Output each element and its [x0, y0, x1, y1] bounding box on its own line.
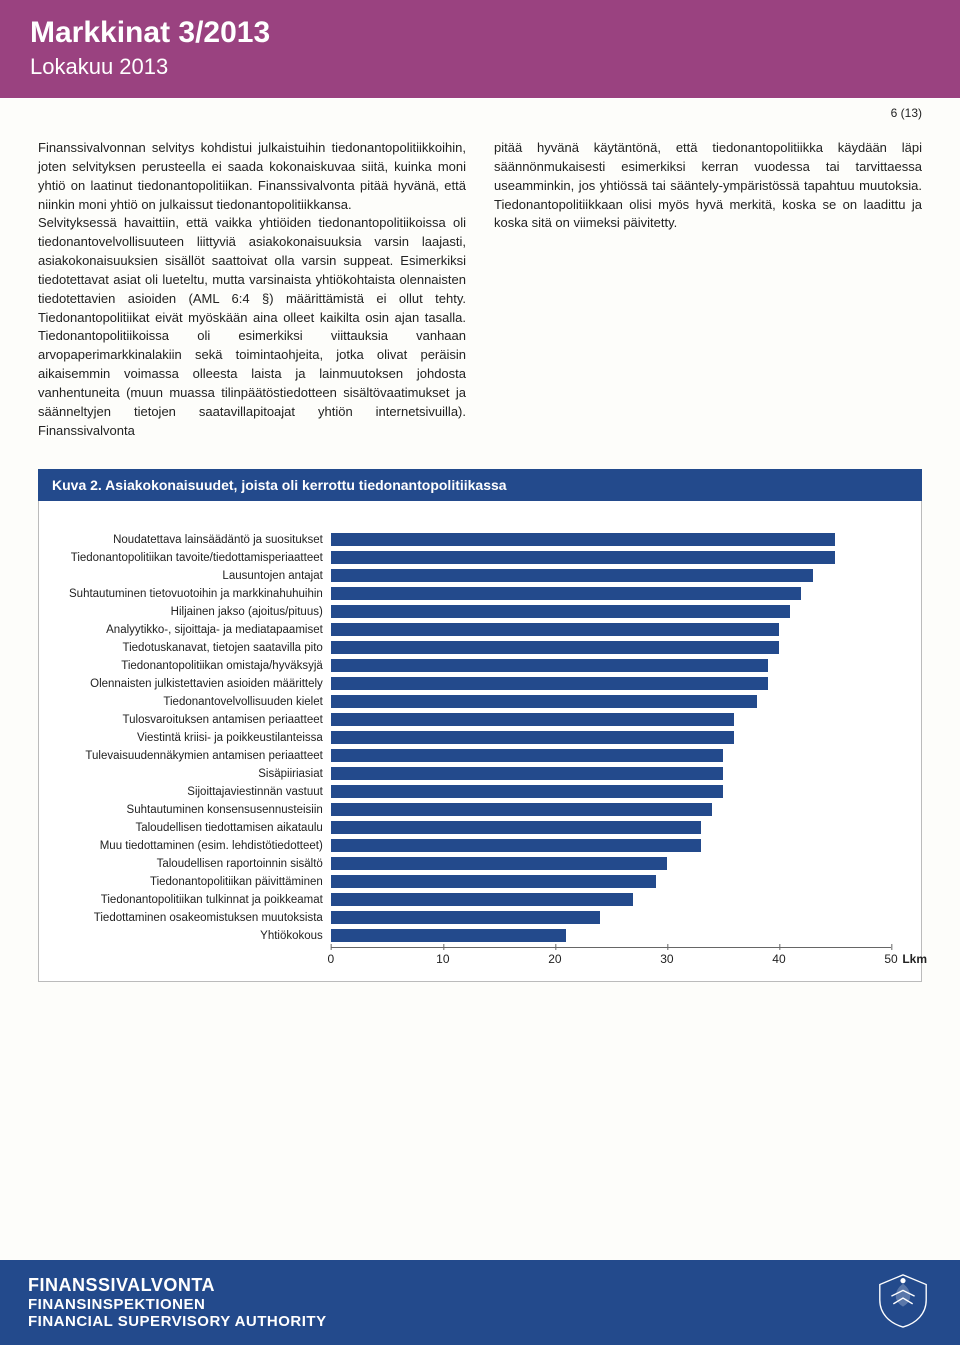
chart-bar-row [331, 657, 891, 675]
chart-category-label: Suhtautuminen tietovuotoihin ja markkina… [69, 585, 323, 603]
chart-bar [331, 893, 634, 906]
chart-category-label: Tiedonantopolitiikan tavoite/tiedottamis… [69, 549, 323, 567]
chart-bar [331, 677, 768, 690]
x-axis-tick: 0 [327, 952, 334, 966]
chart-category-label: Taloudellisen raportoinnin sisältö [69, 855, 323, 873]
body-columns: Finanssivalvonnan selvitys kohdistui jul… [0, 99, 960, 441]
chart-category-label: Lausuntojen antajat [69, 567, 323, 585]
chart-category-label: Tiedotuskanavat, tietojen saatavilla pit… [69, 639, 323, 657]
x-axis-tick: 30 [660, 952, 673, 966]
chart-category-label: Sisäpiiriasiat [69, 765, 323, 783]
chart-category-label: Taloudellisen tiedottamisen aikataulu [69, 819, 323, 837]
chart-bar [331, 731, 734, 744]
chart-bar [331, 821, 701, 834]
chart-category-label: Yhtiökokous [69, 927, 323, 945]
chart-category-label: Tiedonantopolitiikan omistaja/hyväksyjä [69, 657, 323, 675]
right-column: pitää hyvänä käytäntönä, että tiedonanto… [494, 139, 922, 441]
chart-category-label: Analyytikko-, sijoittaja- ja mediatapaam… [69, 621, 323, 639]
x-axis-unit: Lkm [902, 952, 927, 966]
footer-line3: FINANCIAL SUPERVISORY AUTHORITY [28, 1313, 327, 1330]
chart-category-label: Tulosvaroituksen antamisen periaatteet [69, 711, 323, 729]
chart-bar [331, 641, 779, 654]
chart-category-label: Tulevaisuudennäkymien antamisen periaatt… [69, 747, 323, 765]
chart-bar-row [331, 711, 891, 729]
chart-category-label: Tiedottaminen osakeomistuksen muutoksist… [69, 909, 323, 927]
chart-bar-row [331, 837, 891, 855]
chart-bar-row [331, 783, 891, 801]
chart-bar [331, 569, 813, 582]
chart-bar [331, 659, 768, 672]
chart-bar [331, 839, 701, 852]
chart-bar-row [331, 531, 891, 549]
chart-container: Noudatettava lainsäädäntö ja suositukset… [38, 501, 922, 982]
x-axis-tick: 40 [772, 952, 785, 966]
chart-bar-row [331, 909, 891, 927]
chart-bar [331, 623, 779, 636]
chart-bar-row [331, 729, 891, 747]
chart-bar-row [331, 639, 891, 657]
chart-category-label: Hiljainen jakso (ajoitus/pituus) [69, 603, 323, 621]
chart-bar-row [331, 747, 891, 765]
chart-bar [331, 533, 835, 546]
chart-category-label: Tiedonantopolitiikan päivittäminen [69, 873, 323, 891]
chart-bar [331, 857, 667, 870]
chart-bar-row [331, 567, 891, 585]
footer-line2: FINANSINSPEKTIONEN [28, 1296, 327, 1313]
chart-bar [331, 713, 734, 726]
chart-bar-row [331, 603, 891, 621]
chart-bars: Lkm 01020304050 [331, 531, 891, 971]
x-axis-tick: 50 [884, 952, 897, 966]
chart-bar [331, 551, 835, 564]
chart-bar-row [331, 855, 891, 873]
chart-bar-row [331, 891, 891, 909]
chart-category-label: Tiedonantopolitiikan tulkinnat ja poikke… [69, 891, 323, 909]
chart-bar-row [331, 675, 891, 693]
chart-bar [331, 605, 790, 618]
chart-bar [331, 587, 802, 600]
chart-category-label: Sijoittajaviestinnän vastuut [69, 783, 323, 801]
doc-title: Markkinat 3/2013 [30, 16, 930, 50]
chart-y-labels: Noudatettava lainsäädäntö ja suositukset… [69, 531, 331, 971]
doc-subtitle: Lokakuu 2013 [30, 54, 930, 80]
chart-bar-row [331, 819, 891, 837]
chart-bar [331, 695, 757, 708]
chart-x-axis: Lkm 01020304050 [331, 947, 891, 971]
chart-bar [331, 785, 723, 798]
right-text: pitää hyvänä käytäntönä, että tiedonanto… [494, 139, 922, 233]
chart-bar-row [331, 927, 891, 945]
chart-bar [331, 767, 723, 780]
footer-bar: FINANSSIVALVONTA FINANSINSPEKTIONEN FINA… [0, 1260, 960, 1345]
chart-bar-row [331, 765, 891, 783]
chart-bar [331, 929, 566, 942]
footer-line1: FINANSSIVALVONTA [28, 1275, 327, 1296]
chart-bar-row [331, 621, 891, 639]
page-number: 6 (13) [891, 106, 922, 120]
page: Markkinat 3/2013 Lokakuu 2013 6 (13) Fin… [0, 0, 960, 1345]
chart-category-label: Muu tiedottaminen (esim. lehdistötiedott… [69, 837, 323, 855]
chart-bar-row [331, 549, 891, 567]
chart-category-label: Tiedonantovelvollisuuden kielet [69, 693, 323, 711]
coat-of-arms-icon [874, 1271, 932, 1334]
chart-bar-row [331, 693, 891, 711]
chart-bar [331, 911, 600, 924]
chart-category-label: Noudatettava lainsäädäntö ja suositukset [69, 531, 323, 549]
x-axis-tick: 10 [436, 952, 449, 966]
left-text: Finanssivalvonnan selvitys kohdistui jul… [38, 139, 466, 441]
chart-bar-row [331, 873, 891, 891]
footer-org-names: FINANSSIVALVONTA FINANSINSPEKTIONEN FINA… [28, 1275, 327, 1330]
figure-title: Kuva 2. Asiakokonaisuudet, joista oli ke… [38, 469, 922, 501]
chart-category-label: Suhtautuminen konsensusennusteisiin [69, 801, 323, 819]
chart-bar [331, 749, 723, 762]
chart-bar [331, 803, 712, 816]
header-banner: Markkinat 3/2013 Lokakuu 2013 [0, 0, 960, 99]
chart-bar-row [331, 585, 891, 603]
chart-bar [331, 875, 656, 888]
chart-bar-row [331, 801, 891, 819]
x-axis-tick: 20 [548, 952, 561, 966]
left-column: Finanssivalvonnan selvitys kohdistui jul… [38, 139, 466, 441]
chart-category-label: Viestintä kriisi- ja poikkeustilanteissa [69, 729, 323, 747]
chart-category-label: Olennaisten julkistettavien asioiden mää… [69, 675, 323, 693]
